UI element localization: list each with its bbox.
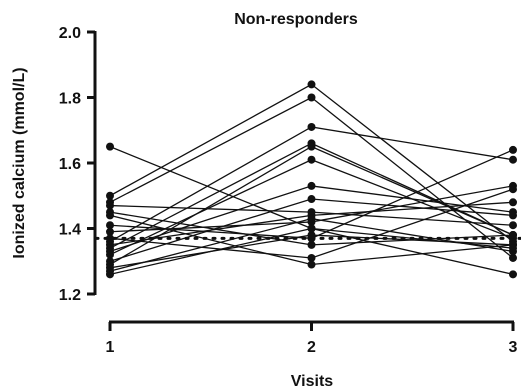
series-19 <box>106 224 517 279</box>
data-point <box>307 224 316 233</box>
x-axis: 1 2 3 <box>106 320 518 356</box>
data-point <box>509 221 517 230</box>
data-point <box>307 214 316 223</box>
y-tick-label: 1.6 <box>59 156 81 173</box>
x-tick-label: 2 <box>307 339 316 356</box>
data-point <box>509 231 517 240</box>
series-group <box>106 80 517 279</box>
data-point <box>307 155 316 164</box>
data-point <box>106 221 114 230</box>
series-10 <box>106 122 517 246</box>
data-point <box>307 122 316 131</box>
data-point <box>106 250 114 259</box>
y-tick-label: 1.2 <box>59 287 81 304</box>
data-point <box>106 142 114 151</box>
data-point <box>307 80 316 89</box>
data-point <box>307 181 316 190</box>
data-point <box>509 270 517 279</box>
chart-title: Non-responders <box>234 11 358 28</box>
data-point <box>307 260 316 269</box>
data-point <box>509 253 517 262</box>
data-point <box>106 270 114 279</box>
data-point <box>106 227 114 236</box>
y-tick-label: 2.0 <box>59 25 81 42</box>
x-axis-title: Visits <box>291 373 334 390</box>
x-tick-label: 1 <box>106 339 115 356</box>
series-15 <box>106 195 517 266</box>
data-point <box>307 240 316 249</box>
data-point <box>509 211 517 220</box>
data-point <box>307 93 316 102</box>
data-point <box>509 155 517 164</box>
y-tick-label: 1.8 <box>59 91 81 108</box>
y-axis: 1.2 1.4 1.6 1.8 2.0 <box>59 25 97 304</box>
data-point <box>106 201 114 210</box>
data-point <box>307 253 316 262</box>
y-tick-label: 1.4 <box>59 222 81 239</box>
data-point <box>509 198 517 207</box>
data-point <box>509 185 517 194</box>
data-point <box>106 211 114 220</box>
data-point <box>307 142 316 151</box>
x-tick-label: 3 <box>509 339 518 356</box>
data-point <box>509 244 517 253</box>
data-point <box>106 191 114 200</box>
data-point <box>307 231 316 240</box>
data-point <box>307 195 316 204</box>
data-point <box>509 145 517 154</box>
y-axis-title: Ionized calcium (mmol/L) <box>11 67 28 258</box>
